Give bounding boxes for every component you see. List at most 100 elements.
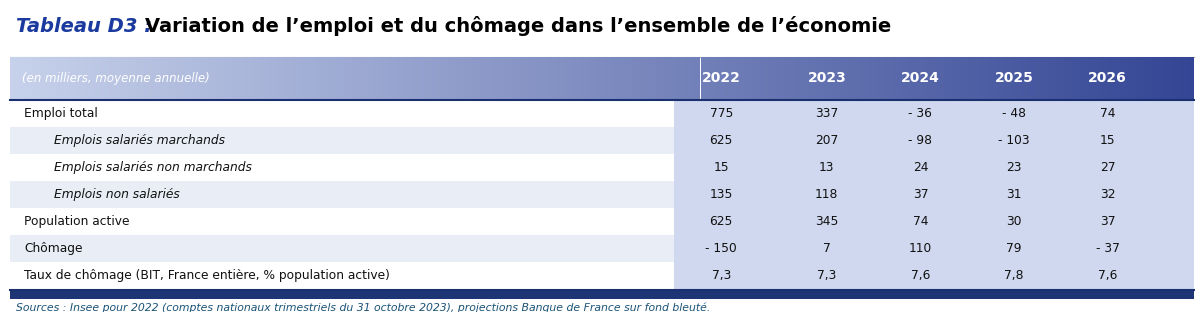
Bar <box>830 57 835 100</box>
Text: 27: 27 <box>1100 161 1115 174</box>
Bar <box>1036 57 1040 100</box>
Bar <box>175 57 179 100</box>
Text: 775: 775 <box>709 107 733 120</box>
Bar <box>922 57 925 100</box>
Bar <box>349 57 353 100</box>
Text: - 36: - 36 <box>908 107 932 120</box>
Bar <box>772 57 775 100</box>
Bar <box>496 57 499 100</box>
Bar <box>199 57 203 100</box>
Bar <box>775 57 780 100</box>
Bar <box>286 57 290 100</box>
Bar <box>318 57 322 100</box>
Text: 7,6: 7,6 <box>1098 270 1117 282</box>
Bar <box>668 57 673 100</box>
Text: - 37: - 37 <box>1096 242 1120 256</box>
Bar <box>278 57 282 100</box>
Text: 337: 337 <box>815 107 839 120</box>
Bar <box>61 57 65 100</box>
Bar <box>613 57 618 100</box>
Bar <box>475 57 480 100</box>
Bar <box>791 57 796 100</box>
Text: - 103: - 103 <box>998 134 1030 147</box>
Bar <box>1115 57 1118 100</box>
Bar <box>630 57 634 100</box>
Bar <box>151 57 156 100</box>
Bar <box>863 57 866 100</box>
Bar <box>463 57 468 100</box>
Bar <box>665 57 668 100</box>
Bar <box>124 57 128 100</box>
Bar <box>980 57 985 100</box>
Bar <box>334 57 337 100</box>
Bar <box>230 57 235 100</box>
Bar <box>10 290 1194 299</box>
Bar <box>787 57 791 100</box>
Bar <box>49 57 53 100</box>
Text: 118: 118 <box>815 188 839 201</box>
Bar <box>1084 57 1087 100</box>
Bar <box>846 57 851 100</box>
Bar <box>128 57 132 100</box>
Bar <box>413 57 416 100</box>
Bar <box>420 57 424 100</box>
Bar <box>1028 57 1032 100</box>
Text: 2026: 2026 <box>1088 71 1127 85</box>
Bar <box>674 208 1194 235</box>
Bar <box>85 57 89 100</box>
Bar <box>1004 57 1008 100</box>
Bar <box>218 57 223 100</box>
Bar <box>1108 57 1111 100</box>
Bar <box>404 57 408 100</box>
Bar <box>977 57 980 100</box>
Bar <box>677 57 680 100</box>
Bar <box>1025 57 1028 100</box>
Bar <box>18 57 22 100</box>
Bar <box>803 57 808 100</box>
Bar <box>586 57 590 100</box>
Bar <box>913 57 918 100</box>
Text: 7,6: 7,6 <box>911 270 930 282</box>
Bar <box>246 57 251 100</box>
Bar <box>353 57 358 100</box>
Bar <box>179 57 184 100</box>
Text: 15: 15 <box>1099 134 1116 147</box>
Bar <box>902 57 906 100</box>
Bar <box>34 57 37 100</box>
Bar <box>1060 57 1063 100</box>
Bar <box>254 57 258 100</box>
Bar <box>242 57 246 100</box>
Bar <box>13 57 18 100</box>
Bar <box>1075 57 1080 100</box>
Bar <box>796 57 799 100</box>
Bar <box>625 57 630 100</box>
Bar <box>558 57 563 100</box>
Text: 207: 207 <box>815 134 839 147</box>
Bar <box>713 57 716 100</box>
Bar <box>985 57 989 100</box>
Bar <box>808 57 811 100</box>
Bar <box>566 57 570 100</box>
Bar <box>530 57 535 100</box>
Bar <box>542 57 546 100</box>
Text: 7,8: 7,8 <box>1004 270 1024 282</box>
Bar <box>1091 57 1096 100</box>
Bar <box>144 57 148 100</box>
Bar <box>799 57 803 100</box>
Text: Population active: Population active <box>24 215 130 228</box>
Bar <box>301 57 306 100</box>
Bar <box>432 57 436 100</box>
Text: 23: 23 <box>1007 161 1021 174</box>
Bar <box>539 57 542 100</box>
Bar <box>649 57 653 100</box>
Text: 2022: 2022 <box>702 71 740 85</box>
Text: Tableau D3 :: Tableau D3 : <box>16 17 158 36</box>
Bar <box>634 57 637 100</box>
Bar <box>811 57 815 100</box>
Text: Variation de l’emploi et du chômage dans l’ensemble de l’économie: Variation de l’emploi et du chômage dans… <box>145 16 892 36</box>
Bar <box>187 57 191 100</box>
Bar <box>1130 57 1135 100</box>
Bar <box>270 57 274 100</box>
Bar <box>408 57 413 100</box>
Bar <box>322 57 325 100</box>
